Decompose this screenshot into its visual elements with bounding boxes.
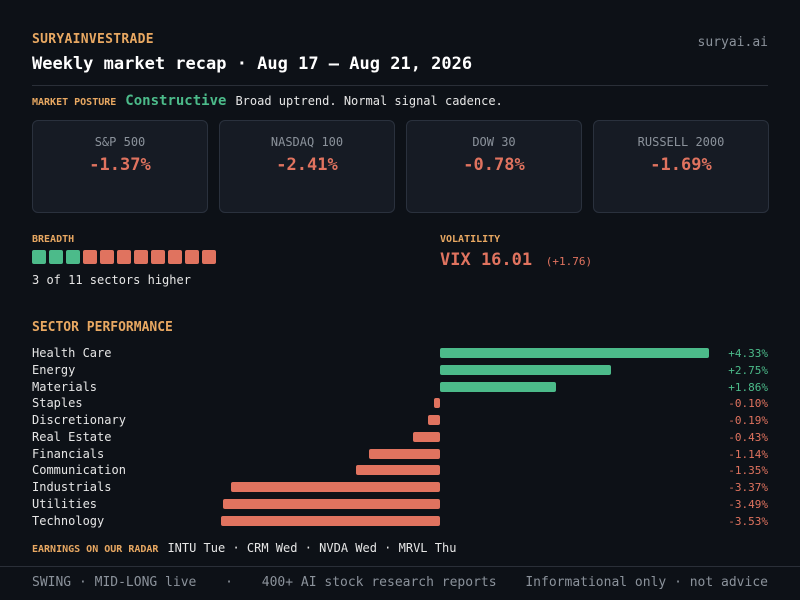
sector-name: Technology: [32, 513, 105, 528]
sector-value-label: -3.37%: [728, 481, 768, 494]
sector-row: Communication -1.35%: [0, 462, 800, 479]
index-name: NASDAQ 100: [270, 135, 344, 149]
index-cards: S&P 500 -1.37% NASDAQ 100 -2.41% DOW 30 …: [32, 120, 769, 213]
breadth-square-down: [117, 250, 131, 264]
sector-row: Financials -1.14%: [0, 446, 800, 463]
volatility-label: VOLATILITY: [440, 234, 501, 245]
sector-value-label: +4.33%: [728, 347, 768, 360]
header-divider: [32, 85, 768, 86]
sector-value-label: -1.14%: [728, 447, 768, 461]
footer-divider: [0, 566, 800, 567]
index-card-sp500: S&P 500 -1.37%: [32, 120, 208, 213]
sector-name: Materials: [32, 379, 98, 394]
sector-name: Staples: [32, 396, 83, 411]
index-name: RUSSELL 2000: [637, 135, 725, 149]
sector-name: Financials: [32, 446, 105, 461]
sector-row: Industrials -3.37%: [0, 479, 800, 496]
sector-bar: [440, 348, 709, 358]
market-posture: MARKET POSTURE Constructive Broad uptren…: [32, 93, 503, 109]
sector-bar: [440, 381, 556, 392]
breadth-square-up: [32, 250, 46, 264]
sector-performance-chart: Health Care +4.33% Energy +2.75% Materials +1…: [0, 345, 800, 529]
sector-value-label: -3.49%: [728, 497, 768, 511]
sector-bar: [230, 482, 440, 492]
earnings-list: INTU Tue · CRM Wed · NVDA Wed · MRVL Thu: [167, 541, 457, 555]
sector-bar: [220, 515, 440, 526]
posture-label: MARKET POSTURE: [32, 97, 117, 108]
breadth-text: 3 of 11 sectors higher: [32, 273, 191, 287]
breadth-square-down: [185, 250, 199, 264]
index-change: -2.41%: [276, 155, 338, 175]
vix-value: VIX 16.01: [440, 250, 533, 270]
breadth-label: BREADTH: [32, 234, 75, 245]
sector-bar: [413, 431, 440, 442]
sector-value-label: +2.75%: [728, 363, 768, 377]
site-link[interactable]: suryai.ai: [697, 35, 768, 50]
posture-description: Broad uptrend. Normal signal cadence.: [235, 94, 503, 108]
sector-row: Utilities -3.49%: [0, 496, 800, 513]
vix-change: (+1.76): [545, 255, 593, 268]
sector-bar: [428, 415, 440, 425]
index-change: -0.78%: [463, 155, 525, 175]
footer: SWING · MID-LONG live · 400+ AI stock re…: [32, 575, 768, 590]
posture-value: Constructive: [125, 93, 227, 109]
footer-disclaimer: Informational only · not advice: [525, 575, 768, 590]
index-name: DOW 30: [472, 135, 516, 149]
sector-value-label: -1.35%: [728, 464, 768, 478]
sector-name: Real Estate: [32, 429, 112, 444]
earnings-radar: EARNINGS ON OUR RADAR INTU Tue · CRM Wed…: [32, 541, 456, 555]
sector-name: Industrials: [32, 480, 112, 494]
breadth-square-down: [168, 250, 182, 264]
sector-row: Materials +1.86%: [0, 379, 800, 396]
brand-name: SURYAINVESTRADE: [32, 32, 154, 47]
sector-row: Staples -0.10%: [0, 395, 800, 412]
index-name: S&P 500: [94, 135, 146, 149]
breadth-square-up: [66, 250, 80, 264]
breadth-square-down: [134, 250, 148, 264]
sector-value-label: -3.53%: [728, 514, 768, 528]
sector-name: Health Care: [32, 346, 112, 360]
breadth-square-down: [83, 250, 97, 264]
sector-bar: [440, 364, 611, 375]
sector-name: Discretionary: [32, 413, 126, 427]
page-title: Weekly market recap · Aug 17 – Aug 21, 2…: [32, 54, 473, 74]
sector-name: Utilities: [32, 496, 98, 511]
sector-bar: [223, 498, 440, 509]
breadth-squares: [32, 250, 216, 264]
sector-name: Communication: [32, 463, 126, 478]
sector-value-label: +1.86%: [728, 380, 768, 394]
vix-readout: VIX 16.01 (+1.76): [440, 250, 592, 270]
index-card-dow30: DOW 30 -0.78%: [406, 120, 582, 213]
breadth-square-down: [202, 250, 216, 264]
earnings-label: EARNINGS ON OUR RADAR: [32, 544, 159, 555]
sector-bar: [356, 465, 440, 476]
breadth-square-down: [151, 250, 165, 264]
sector-row: Technology -3.53%: [0, 513, 800, 530]
index-card-nasdaq100: NASDAQ 100 -2.41%: [219, 120, 395, 213]
index-change: -1.37%: [89, 155, 151, 175]
index-change: -1.69%: [650, 155, 712, 175]
breadth-square-down: [100, 250, 114, 264]
sector-value-label: -0.43%: [728, 430, 768, 444]
sector-value-label: -0.10%: [728, 397, 768, 411]
sector-row: Health Care +4.33%: [0, 345, 800, 362]
sector-bar: [433, 398, 440, 409]
sector-value-label: -0.19%: [728, 414, 768, 427]
footer-live-status: SWING · MID-LONG live: [32, 575, 197, 590]
sector-bar: [369, 448, 440, 459]
footer-separator: ·: [225, 575, 233, 590]
sector-row: Energy +2.75%: [0, 362, 800, 379]
sector-row: Discretionary -0.19%: [0, 412, 800, 429]
sector-performance-title: SECTOR PERFORMANCE: [32, 320, 173, 335]
sector-row: Real Estate -0.43%: [0, 429, 800, 446]
index-card-russell2000: RUSSELL 2000 -1.69%: [593, 120, 769, 213]
breadth-square-up: [49, 250, 63, 264]
sector-name: Energy: [32, 362, 76, 377]
footer-reports: 400+ AI stock research reports: [261, 575, 497, 590]
